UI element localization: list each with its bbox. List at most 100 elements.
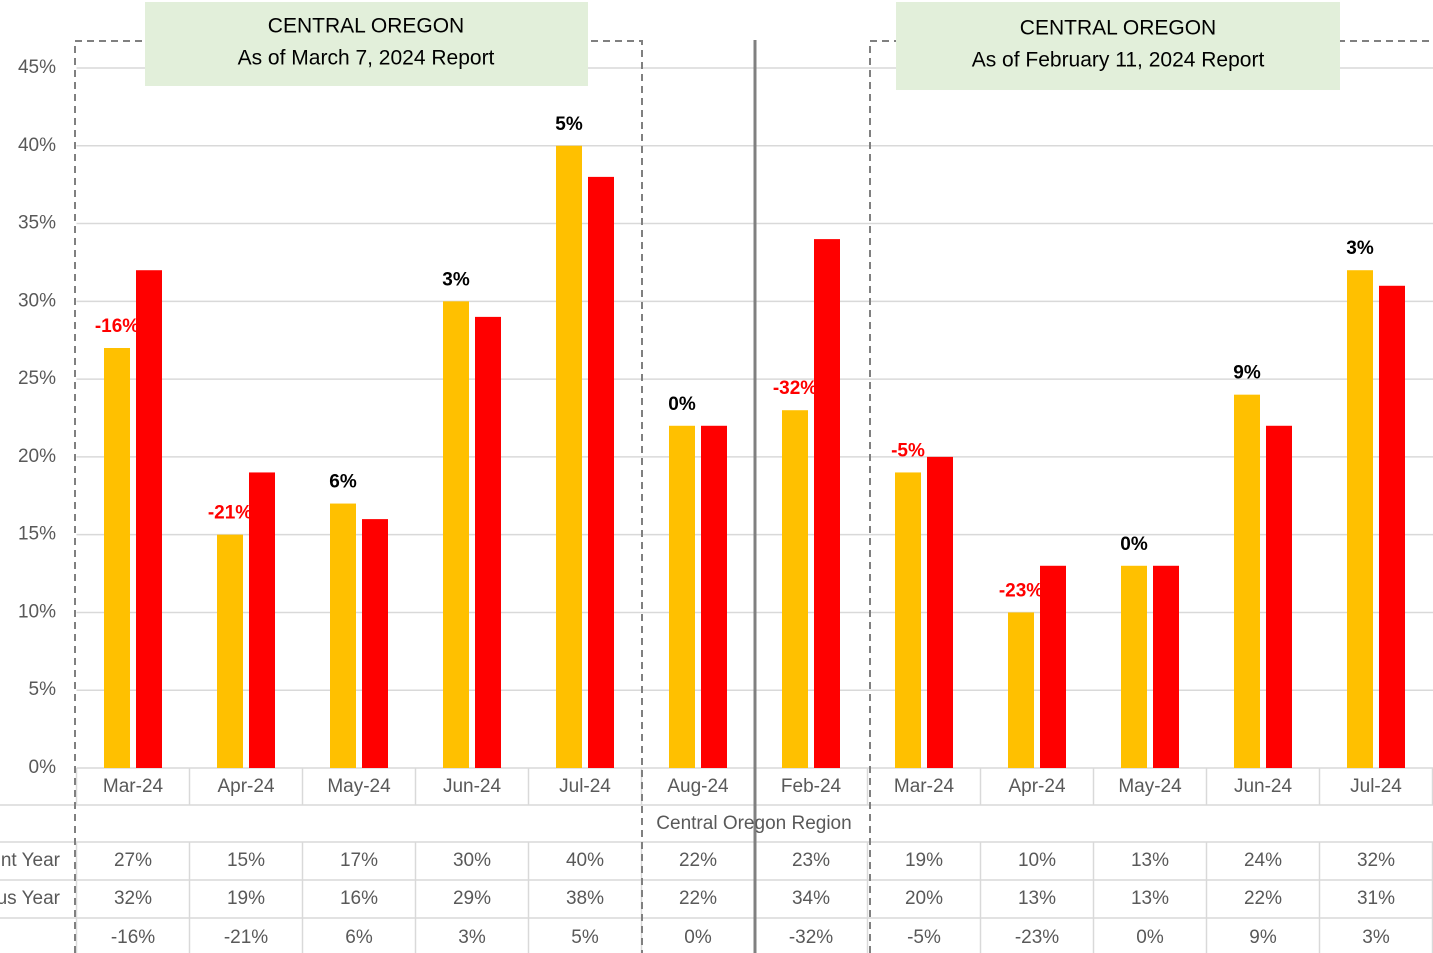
table-cell: 29% <box>453 888 491 909</box>
bar <box>782 410 808 768</box>
table-cell: 20% <box>905 888 943 909</box>
y-tick-label: 15% <box>18 524 56 545</box>
annotation-box <box>145 2 588 86</box>
bar <box>104 348 130 768</box>
bar <box>1379 285 1405 768</box>
bar <box>249 472 275 768</box>
table-cell: 13% <box>1018 888 1056 909</box>
table-cell: 13% <box>1131 888 1169 909</box>
x-group-label: Central Oregon Region <box>656 813 851 834</box>
bar <box>330 503 356 768</box>
bar <box>895 472 921 768</box>
data-label: 9% <box>1233 363 1261 384</box>
table-cell: 19% <box>905 850 943 871</box>
table-cell: 0% <box>1136 927 1164 948</box>
table-cell: 27% <box>114 850 152 871</box>
row-label: nt Year <box>1 850 61 871</box>
table-cell: 34% <box>792 888 830 909</box>
bar <box>1040 565 1066 768</box>
table-cell: 24% <box>1244 850 1282 871</box>
table-cell: -5% <box>907 927 941 948</box>
bar <box>927 456 953 768</box>
y-tick-label: 40% <box>18 135 56 156</box>
y-tick-label: 45% <box>18 57 56 78</box>
table-cell: 38% <box>566 888 604 909</box>
bar <box>1234 394 1260 768</box>
x-tick-label: Jun-24 <box>1234 776 1293 797</box>
table-cell: 9% <box>1249 927 1277 948</box>
grid: 0% 5% 10% 15% 20% 25% 30% 35% 40% 45% nt Year us Ye… <box>0 57 1433 953</box>
x-tick-label: May-24 <box>1118 776 1182 797</box>
bar <box>217 534 243 768</box>
x-tick-label: May-24 <box>327 776 391 797</box>
bar <box>136 270 162 768</box>
x-tick-label: Mar-24 <box>103 776 164 797</box>
y-tick-label: 5% <box>29 679 57 700</box>
data-label: 5% <box>555 114 583 135</box>
bar <box>1121 565 1147 768</box>
table-cell: 22% <box>679 888 717 909</box>
table-cell: 6% <box>345 927 373 948</box>
bar <box>443 301 469 768</box>
table-cell: 32% <box>1357 850 1395 871</box>
table-cell: 5% <box>571 927 599 948</box>
annotation: As of March 7, 2024 Report <box>238 47 495 70</box>
bar <box>701 425 727 768</box>
table-cell: 13% <box>1131 850 1169 871</box>
data-label: -32% <box>773 378 817 399</box>
bars: -16% -21% 6% 3% 5% 0% -32% -5% -23% 0% 9% 3% <box>95 114 1405 769</box>
table-cell: 30% <box>453 850 491 871</box>
x-tick-label: Aug-24 <box>667 776 729 797</box>
data-label: -5% <box>891 440 925 461</box>
data-label: -21% <box>208 503 252 524</box>
bar <box>814 239 840 769</box>
data-label: 3% <box>1346 238 1374 259</box>
bar <box>1266 425 1292 768</box>
bar <box>1153 565 1179 768</box>
x-tick-label: Jul-24 <box>559 776 611 797</box>
table-cell: -21% <box>224 927 268 948</box>
table-cell: 31% <box>1357 888 1395 909</box>
y-tick-label: 20% <box>18 446 56 467</box>
data-label: -16% <box>95 316 139 337</box>
data-label: 3% <box>442 269 470 290</box>
table-cell: 17% <box>340 850 378 871</box>
bar <box>1347 270 1373 768</box>
table-cell: 16% <box>340 888 378 909</box>
annotation: As of February 11, 2024 Report <box>972 49 1265 72</box>
x-tick-label: Apr-24 <box>1008 776 1065 797</box>
bar <box>1008 612 1034 768</box>
table-cell: 10% <box>1018 850 1056 871</box>
table-cell: 3% <box>458 927 486 948</box>
data-label: 0% <box>668 394 696 415</box>
bar <box>475 316 501 768</box>
x-tick-label: Jul-24 <box>1350 776 1402 797</box>
bar <box>588 176 614 768</box>
table-cell: 0% <box>684 927 712 948</box>
table-cell: 40% <box>566 850 604 871</box>
data-label: -23% <box>999 580 1043 601</box>
table-cell: 3% <box>1362 927 1390 948</box>
row-label: us Year <box>0 888 61 909</box>
annotation: CENTRAL OREGON <box>268 15 464 38</box>
table-cell: -32% <box>789 927 833 948</box>
table-cell: 22% <box>679 850 717 871</box>
y-tick-label: 0% <box>29 757 57 778</box>
bar <box>362 519 388 768</box>
table-cell: 15% <box>227 850 265 871</box>
x-tick-label: Jun-24 <box>443 776 502 797</box>
y-tick-label: 35% <box>18 213 56 234</box>
y-tick-label: 30% <box>18 290 56 311</box>
table-cell: -16% <box>111 927 155 948</box>
data-label: 6% <box>329 472 357 493</box>
x-tick-label: Feb-24 <box>781 776 842 797</box>
group-frame <box>74 40 643 953</box>
annotation: CENTRAL OREGON <box>1020 17 1216 40</box>
data-label: 0% <box>1120 534 1148 555</box>
table-cell: 32% <box>114 888 152 909</box>
bar <box>556 145 582 768</box>
table-cell: 19% <box>227 888 265 909</box>
x-tick-label: Mar-24 <box>894 776 955 797</box>
